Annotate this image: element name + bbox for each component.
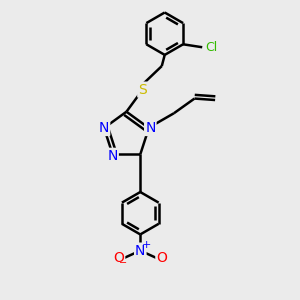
Text: Cl: Cl: [205, 41, 217, 54]
Text: −: −: [119, 258, 127, 268]
Text: N: N: [145, 121, 155, 135]
Text: +: +: [142, 240, 152, 250]
Text: O: O: [156, 251, 167, 265]
Text: S: S: [138, 82, 147, 97]
Text: O: O: [113, 251, 124, 265]
Text: N: N: [135, 244, 146, 258]
Text: N: N: [107, 149, 118, 163]
Text: N: N: [99, 121, 109, 135]
